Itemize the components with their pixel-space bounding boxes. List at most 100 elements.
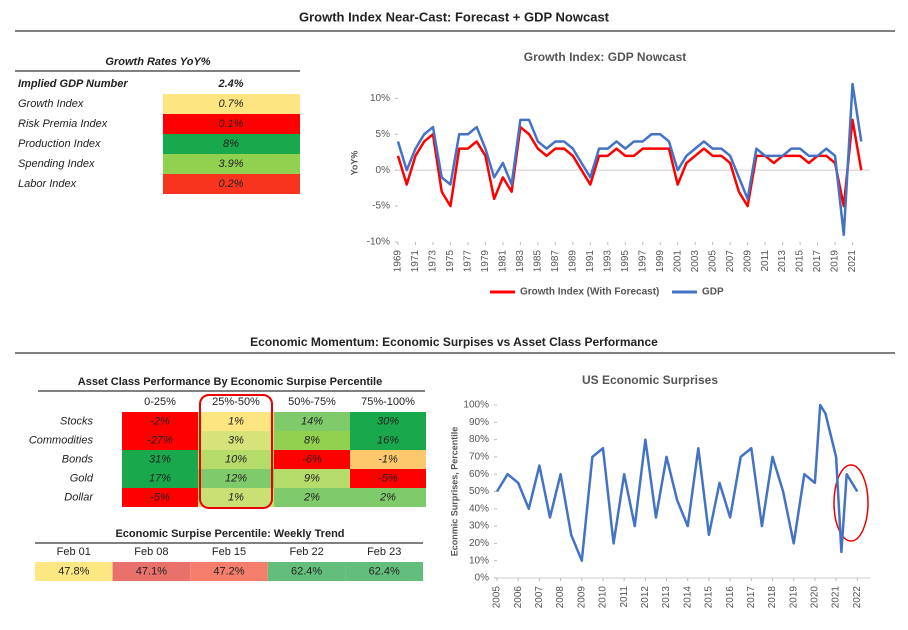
row-label: Risk Premia Index (18, 118, 108, 130)
y-tick-label: -10% (367, 237, 390, 248)
y-tick-label: 0% (475, 573, 490, 584)
x-tick-label: 2006 (513, 586, 524, 609)
y-axis-label: YoY% (349, 151, 359, 176)
column-header: Feb 23 (367, 546, 401, 558)
section-title: Economic Momentum: Economic Surpises vs … (250, 335, 658, 349)
y-tick-label: 40% (469, 503, 489, 514)
x-tick-label: 2021 (831, 586, 842, 609)
x-tick-label: 1975 (445, 250, 456, 273)
cell (122, 488, 198, 507)
cell-value: 1% (228, 415, 244, 427)
cell (122, 469, 198, 488)
cell (350, 412, 426, 431)
x-tick-label: 1987 (550, 250, 561, 273)
x-tick-label: 1979 (480, 250, 491, 273)
x-tick-label: 2017 (746, 586, 757, 609)
column-header: Feb 15 (212, 546, 246, 558)
cell (122, 431, 198, 450)
x-tick-label: 2007 (725, 250, 736, 273)
legend-label: Growth Index (With Forecast) (520, 287, 659, 298)
cell-value: 47.8% (58, 565, 89, 577)
x-tick-label: 2019 (788, 586, 799, 609)
cell-value: 2% (303, 491, 320, 503)
table-title: Economic Surpise Percentile: Weekly Tren… (115, 528, 344, 540)
x-tick-label: 2009 (576, 586, 587, 609)
cell (350, 450, 426, 469)
cell (190, 562, 268, 581)
cell (274, 450, 350, 469)
x-tick-label: 2013 (777, 250, 788, 273)
legend-label: GDP (702, 287, 724, 298)
cell (198, 450, 274, 469)
cell (198, 431, 274, 450)
y-tick-label: 70% (469, 452, 489, 463)
page-title: Growth Index Near-Cast: Forecast + GDP N… (299, 9, 610, 24)
row-label: Bonds (62, 453, 94, 465)
x-tick-label: 1985 (532, 250, 543, 273)
row-label: Spending Index (18, 158, 95, 170)
row-label: Production Index (18, 138, 101, 150)
cell-value: 0.7% (218, 98, 243, 110)
cell-value: 47.2% (213, 565, 244, 577)
cell (163, 94, 300, 114)
cell-value: 10% (225, 453, 247, 465)
x-tick-label: 1991 (585, 250, 596, 273)
cell-value: -5% (150, 491, 170, 503)
cell (122, 450, 198, 469)
x-tick-label: 1981 (498, 250, 509, 273)
row-label: Stocks (60, 415, 94, 427)
cell-value: 62.4% (369, 565, 400, 577)
column-header: Feb 01 (57, 546, 91, 558)
row-label: Implied GDP Number (18, 78, 128, 90)
x-tick-label: 2011 (619, 586, 630, 608)
x-tick-label: 2014 (682, 586, 693, 609)
cell-value: 16% (377, 434, 399, 446)
cell-value: 8% (304, 434, 320, 446)
column-header: 25%-50% (212, 396, 260, 408)
column-header: 0-25% (144, 396, 176, 408)
row-label: Commodities (29, 434, 94, 446)
column-header: Feb 22 (289, 546, 323, 558)
chart-title: US Economic Surprises (582, 373, 718, 387)
cell (274, 488, 350, 507)
y-tick-label: 0% (376, 165, 391, 176)
y-tick-label: 30% (469, 521, 489, 532)
cell (274, 412, 350, 431)
cell (274, 431, 350, 450)
column-header: 50%-75% (288, 396, 336, 408)
cell-value: 12% (225, 472, 247, 484)
x-tick-label: 2013 (661, 586, 672, 609)
series-line (396, 82, 863, 237)
row-label: Growth Index (18, 98, 84, 110)
x-tick-label: 2020 (810, 586, 821, 609)
x-tick-label: 2012 (640, 586, 651, 609)
cell-value: -1% (378, 453, 398, 465)
cell-value: 31% (149, 453, 171, 465)
y-tick-label: 90% (469, 417, 489, 428)
cell (163, 134, 300, 154)
cell-value: 30% (377, 415, 399, 427)
cell (163, 114, 300, 134)
y-tick-label: 80% (469, 434, 489, 445)
x-tick-label: 2017 (812, 250, 823, 273)
table-title: Asset Class Performance By Economic Surp… (78, 376, 382, 388)
cell-value: 14% (301, 415, 323, 427)
x-tick-label: 2016 (725, 586, 736, 609)
cell-value: -27% (147, 434, 173, 446)
row-label: Labor Index (18, 178, 77, 190)
x-tick-label: 1999 (655, 250, 666, 273)
cell-value: 1% (228, 491, 244, 503)
x-tick-label: 2018 (767, 586, 778, 609)
x-tick-label: 2008 (555, 586, 566, 609)
cell (267, 562, 346, 581)
x-tick-label: 1983 (515, 250, 526, 273)
cell (198, 412, 274, 431)
cell-value: 0.1% (218, 118, 243, 130)
cell (198, 488, 274, 507)
x-tick-label: 2005 (707, 250, 718, 273)
cell-value: 2.4% (217, 78, 243, 90)
cell-value: 47.1% (136, 565, 167, 577)
cell (122, 412, 198, 431)
cell (163, 174, 300, 194)
cell-value: -5% (378, 472, 398, 484)
